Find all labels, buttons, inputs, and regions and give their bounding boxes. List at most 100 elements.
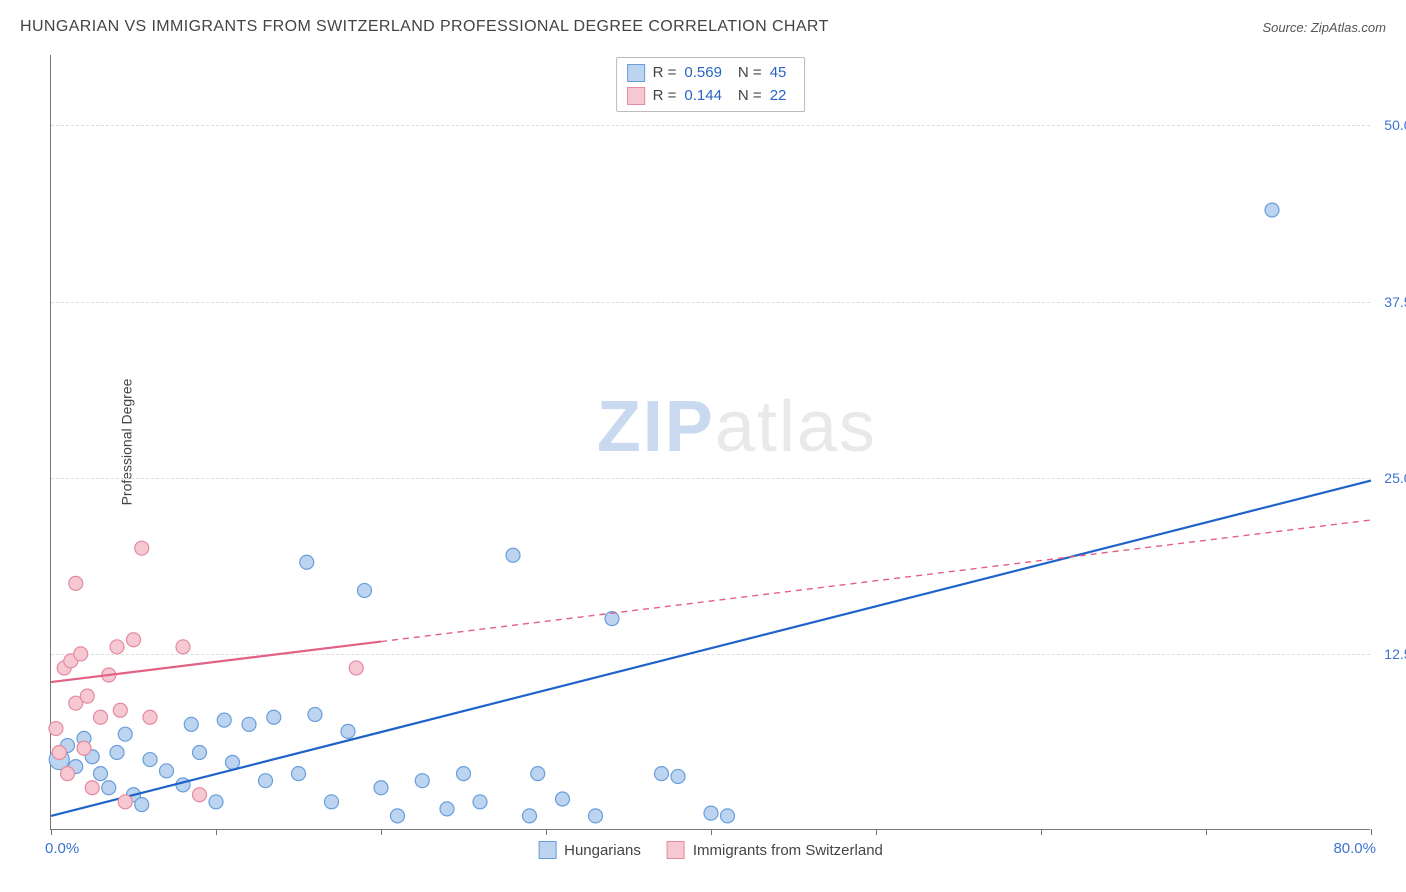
n-label-2: N = xyxy=(738,85,762,108)
scatter-point xyxy=(391,809,405,823)
scatter-point xyxy=(184,717,198,731)
r-value-hungarians: 0.569 xyxy=(684,62,722,85)
scatter-point xyxy=(143,753,157,767)
n-value-hungarians: 45 xyxy=(770,62,787,85)
scatter-point xyxy=(110,746,124,760)
scatter-point xyxy=(57,661,71,675)
scatter-point xyxy=(52,746,66,760)
scatter-point xyxy=(721,809,735,823)
scatter-point xyxy=(77,741,91,755)
scatter-point xyxy=(94,767,108,781)
chart-plot-area: Professional Degree 12.5%25.0%37.5%50.0%… xyxy=(50,55,1370,830)
scatter-point xyxy=(135,541,149,555)
scatter-point xyxy=(440,802,454,816)
scatter-point xyxy=(605,612,619,626)
trend-line-solid xyxy=(51,642,381,683)
legend-swatch-hungarians xyxy=(627,64,645,82)
trend-line-dashed xyxy=(381,520,1371,642)
scatter-point xyxy=(473,795,487,809)
legend-item-hungarians: Hungarians xyxy=(538,841,641,859)
header-row: HUNGARIAN VS IMMIGRANTS FROM SWITZERLAND… xyxy=(20,18,1386,36)
legend-label-swiss: Immigrants from Switzerland xyxy=(693,842,883,859)
legend-swatch-swiss-2 xyxy=(667,841,685,859)
scatter-point xyxy=(193,746,207,760)
x-tick xyxy=(381,829,382,835)
legend-stats-row-2: R = 0.144 N = 22 xyxy=(627,85,795,108)
y-tick-label: 37.5% xyxy=(1384,294,1406,310)
legend-item-swiss: Immigrants from Switzerland xyxy=(667,841,883,859)
r-label: R = xyxy=(653,62,677,85)
x-tick xyxy=(1206,829,1207,835)
scatter-point xyxy=(193,788,207,802)
source-prefix: Source: xyxy=(1262,20,1310,35)
scatter-point xyxy=(176,640,190,654)
legend-stats-row-1: R = 0.569 N = 45 xyxy=(627,62,795,85)
legend-swatch-hungarians-2 xyxy=(538,841,556,859)
x-tick xyxy=(216,829,217,835)
y-axis-label: Professional Degree xyxy=(118,379,134,506)
x-axis-end-label: 80.0% xyxy=(1333,840,1376,857)
scatter-point xyxy=(49,750,69,770)
scatter-point xyxy=(127,788,141,802)
scatter-point xyxy=(349,661,363,675)
scatter-point xyxy=(110,640,124,654)
gridline xyxy=(51,654,1370,655)
scatter-point xyxy=(415,774,429,788)
scatter-point xyxy=(102,668,116,682)
scatter-point xyxy=(80,689,94,703)
scatter-point xyxy=(655,767,669,781)
x-tick xyxy=(51,829,52,835)
x-tick xyxy=(1371,829,1372,835)
scatter-point xyxy=(102,781,116,795)
scatter-point xyxy=(127,633,141,647)
legend-stats-box: R = 0.569 N = 45 R = 0.144 N = 22 xyxy=(616,57,806,112)
watermark: ZIPatlas xyxy=(597,386,877,468)
scatter-svg xyxy=(51,55,1370,829)
y-tick-label: 12.5% xyxy=(1384,646,1406,662)
scatter-point xyxy=(242,717,256,731)
scatter-point xyxy=(118,795,132,809)
scatter-point xyxy=(77,731,91,745)
scatter-point xyxy=(85,750,99,764)
x-tick xyxy=(1041,829,1042,835)
scatter-point xyxy=(209,795,223,809)
scatter-point xyxy=(589,809,603,823)
scatter-point xyxy=(94,710,108,724)
x-axis-start-label: 0.0% xyxy=(45,840,79,857)
scatter-point xyxy=(61,767,75,781)
r-label-2: R = xyxy=(653,85,677,108)
scatter-point xyxy=(341,724,355,738)
watermark-atlas: atlas xyxy=(715,387,877,467)
scatter-point xyxy=(69,576,83,590)
x-tick xyxy=(711,829,712,835)
scatter-point xyxy=(267,710,281,724)
trend-line-solid xyxy=(51,481,1371,816)
scatter-point xyxy=(523,809,537,823)
scatter-point xyxy=(135,798,149,812)
scatter-point xyxy=(300,555,314,569)
scatter-point xyxy=(85,781,99,795)
source-name: ZipAtlas.com xyxy=(1311,20,1386,35)
scatter-point xyxy=(64,654,78,668)
scatter-point xyxy=(118,727,132,741)
y-tick-label: 25.0% xyxy=(1384,470,1406,486)
scatter-point xyxy=(160,764,174,778)
scatter-point xyxy=(457,767,471,781)
n-value-swiss: 22 xyxy=(770,85,787,108)
legend-label-hungarians: Hungarians xyxy=(564,842,641,859)
scatter-point xyxy=(69,760,83,774)
source-credit: Source: ZipAtlas.com xyxy=(1262,20,1386,35)
scatter-point xyxy=(49,722,63,736)
legend-swatch-swiss xyxy=(627,87,645,105)
legend-series: Hungarians Immigrants from Switzerland xyxy=(538,841,883,859)
scatter-point xyxy=(176,778,190,792)
scatter-point xyxy=(374,781,388,795)
scatter-point xyxy=(69,696,83,710)
scatter-point xyxy=(556,792,570,806)
scatter-point xyxy=(113,703,127,717)
x-tick xyxy=(876,829,877,835)
n-label: N = xyxy=(738,62,762,85)
scatter-point xyxy=(325,795,339,809)
scatter-point xyxy=(531,767,545,781)
scatter-point xyxy=(506,548,520,562)
